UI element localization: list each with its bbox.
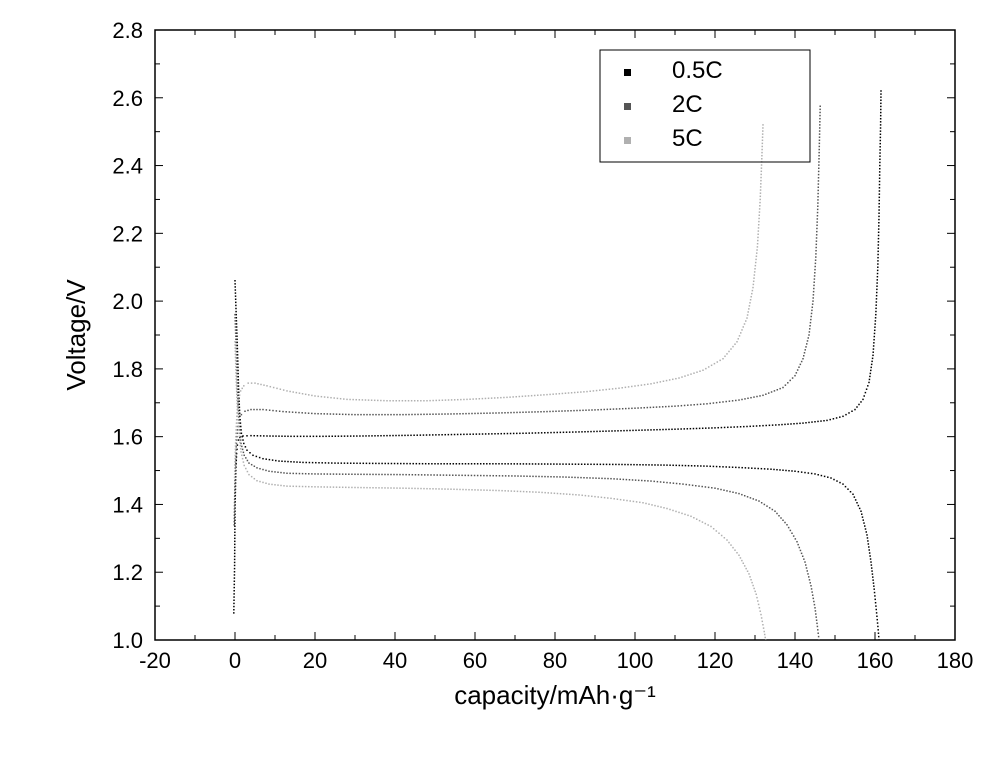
- x-tick-label: 80: [543, 648, 567, 673]
- y-tick-label: 1.4: [112, 492, 143, 517]
- x-tick-label: 140: [777, 648, 814, 673]
- x-tick-label: 100: [617, 648, 654, 673]
- x-tick-label: 120: [697, 648, 734, 673]
- x-tick-label: 0: [229, 648, 241, 673]
- y-tick-label: 2.6: [112, 86, 143, 111]
- y-tick-label: 1.6: [112, 425, 143, 450]
- x-tick-label: 40: [383, 648, 407, 673]
- y-tick-label: 2.8: [112, 18, 143, 43]
- legend-marker: [624, 69, 631, 76]
- y-tick-label: 1.2: [112, 560, 143, 585]
- legend-label: 0.5C: [672, 57, 723, 84]
- legend-label: 2C: [672, 91, 703, 118]
- legend-marker: [624, 103, 631, 110]
- y-tick-label: 1.8: [112, 357, 143, 382]
- x-axis-label: capacity/mAh·g⁻¹: [454, 680, 656, 710]
- y-tick-label: 2.4: [112, 154, 143, 179]
- y-tick-label: 1.0: [112, 628, 143, 653]
- x-tick-label: 160: [857, 648, 894, 673]
- voltage-capacity-chart: -20 0 20 40 60 80 100 120 140 160 180 1.0 1.2 1.4 1.6 1…: [0, 0, 1000, 758]
- x-tick-label: -20: [139, 648, 171, 673]
- y-tick-label: 2.0: [112, 289, 143, 314]
- y-axis-label: Voltage/V: [61, 279, 91, 391]
- x-tick-label: 20: [303, 648, 327, 673]
- y-tick-label: 2.2: [112, 221, 143, 246]
- legend-marker: [624, 137, 631, 144]
- x-tick-label: 60: [463, 648, 487, 673]
- legend-label: 5C: [672, 125, 703, 152]
- x-tick-label: 180: [937, 648, 974, 673]
